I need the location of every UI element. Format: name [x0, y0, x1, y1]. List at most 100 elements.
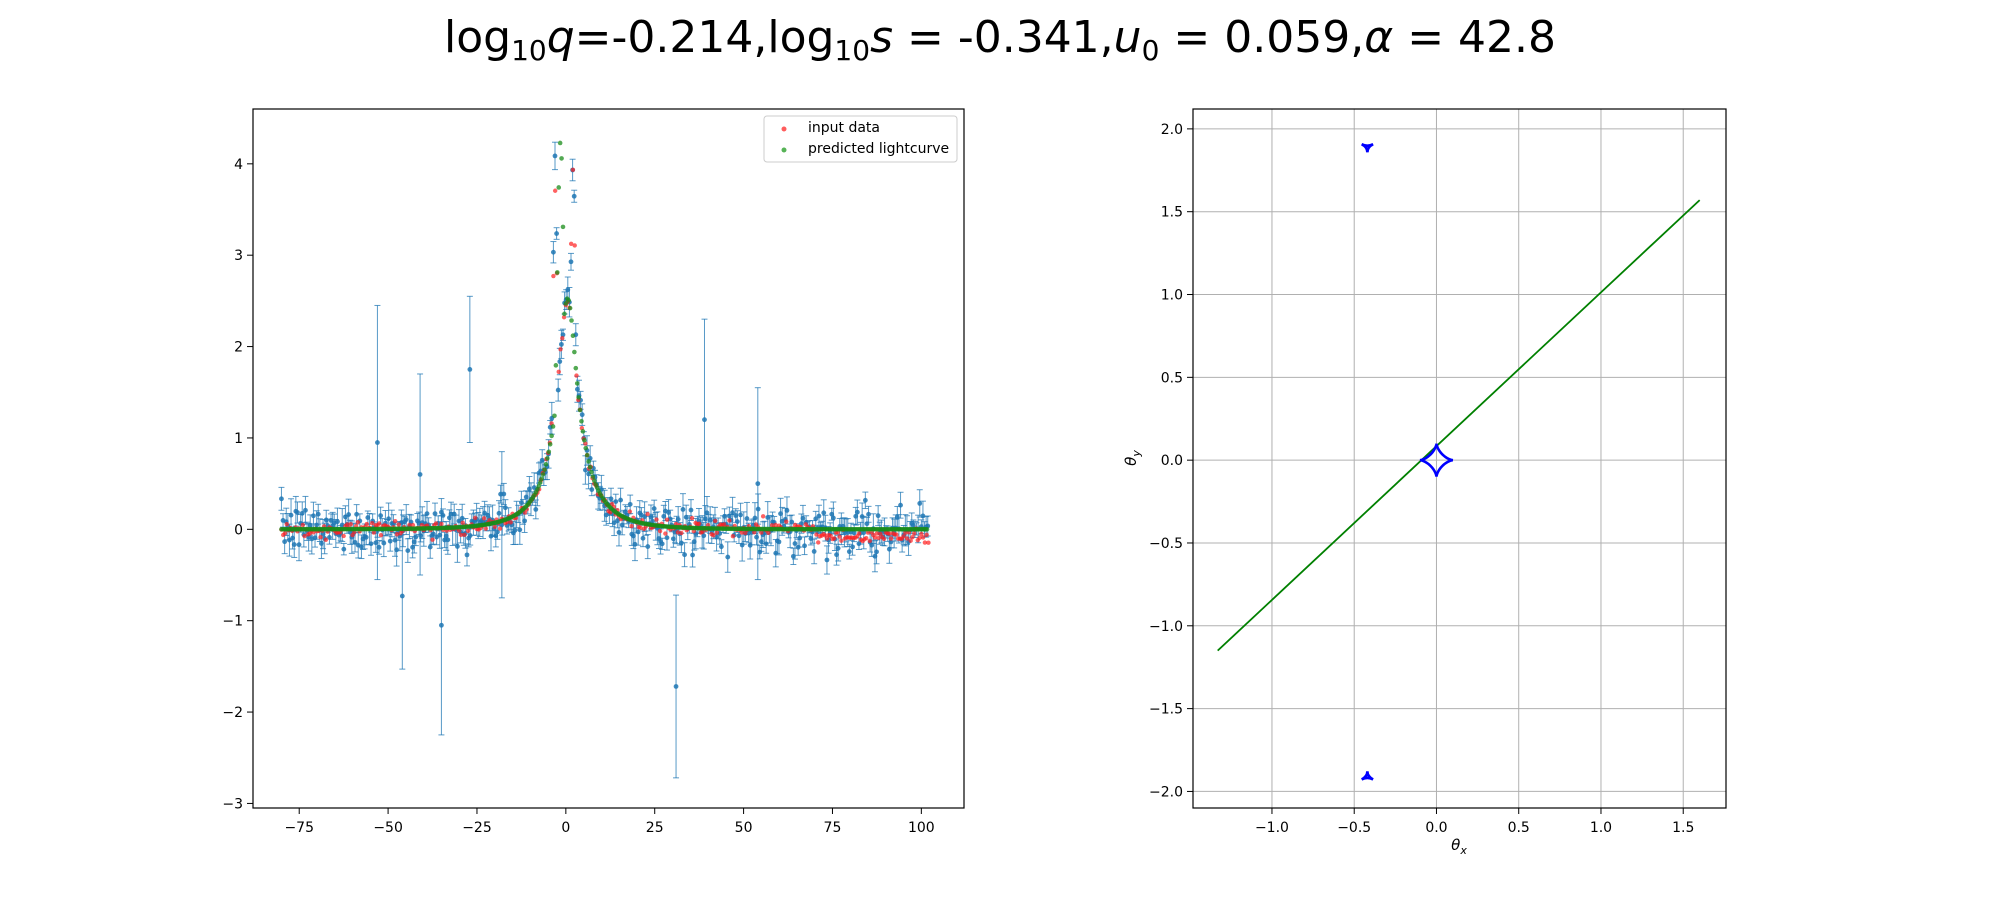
observed-point: [784, 508, 790, 513]
input-data-point: [460, 520, 465, 525]
input-data-point: [627, 509, 633, 514]
observed-point: [659, 541, 665, 547]
observed-point: [418, 533, 424, 539]
input-data-point: [867, 538, 872, 544]
lightcurve-y-ticks: −3 −2 −1 0 1 2 3 4: [222, 157, 253, 812]
observed-point: [821, 510, 827, 516]
lightcurve-data-layer: [278, 140, 931, 779]
observed-point: [648, 514, 654, 520]
predicted-point: [570, 333, 576, 339]
predicted-point: [572, 349, 577, 355]
y-tick-label: 1: [234, 431, 243, 447]
input-data-point: [364, 521, 369, 527]
predicted-point: [537, 480, 543, 485]
predicted-point: [586, 459, 591, 464]
observed-point: [744, 516, 750, 521]
input-data-point: [711, 533, 716, 538]
input-data-point: [894, 532, 899, 537]
x-label-theta: θ: [1451, 836, 1460, 854]
input-data-point: [369, 521, 375, 526]
observed-point: [752, 515, 758, 521]
predicted-point: [549, 433, 554, 439]
observed-point: [427, 544, 433, 550]
observed-point: [734, 519, 740, 524]
input-data-point: [878, 531, 883, 537]
predicted-point: [545, 456, 550, 461]
title-u-var: u: [1114, 12, 1142, 63]
observed-point: [834, 552, 839, 558]
caustic-y-ticks: −2.0 −1.5 −1.0 −0.5 0.0 0.5 1.0 1.5 2.0: [1149, 122, 1193, 800]
input-data-point: [433, 521, 439, 526]
title-s-var: s: [870, 12, 893, 63]
input-data-point: [560, 336, 565, 341]
observed-point: [670, 536, 676, 542]
input-data-point: [393, 518, 398, 524]
input-data-point: [919, 531, 924, 537]
observed-point: [279, 496, 284, 502]
caustic-x-axis-label: θx: [1451, 836, 1467, 857]
observed-point: [368, 541, 374, 547]
observed-point: [790, 553, 796, 559]
observed-point: [437, 532, 443, 538]
observed-point: [410, 544, 416, 550]
input-data-point: [730, 534, 736, 539]
observed-point: [295, 510, 300, 515]
observed-point: [517, 527, 523, 533]
x-tick-label: 0.5: [1508, 820, 1530, 836]
observed-point: [736, 533, 742, 539]
predicted-point: [550, 424, 556, 429]
observed-point: [455, 544, 460, 549]
observed-point: [378, 513, 384, 519]
observed-point: [726, 513, 732, 519]
observed-point: [651, 506, 657, 511]
observed-point: [403, 517, 409, 522]
input-data-point: [377, 521, 382, 526]
input-data-point: [323, 537, 329, 542]
observed-point: [757, 549, 763, 555]
observed-point: [862, 497, 868, 503]
input-data-point: [864, 535, 869, 541]
observed-point: [722, 513, 727, 519]
legend-label-predicted: predicted lightcurve: [808, 141, 949, 157]
observed-point: [376, 544, 382, 550]
input-data-point: [407, 522, 412, 528]
predicted-point: [569, 318, 574, 323]
input-data-point: [522, 510, 528, 515]
lightcurve-axes-frame: [252, 108, 965, 809]
observed-point: [574, 386, 580, 392]
observed-point: [701, 533, 707, 539]
x-tick-label: 0.0: [1425, 820, 1447, 836]
y-tick-label: 0: [234, 522, 243, 538]
predicted-point: [567, 305, 573, 311]
input-data-point: [458, 532, 464, 538]
observed-points: [279, 153, 931, 689]
observed-point: [459, 515, 465, 521]
observed-point: [763, 541, 769, 547]
observed-point: [645, 544, 651, 549]
predicted-point: [584, 452, 590, 458]
predicted-point: [579, 418, 584, 424]
input-data-point: [462, 532, 467, 538]
observed-point: [853, 513, 859, 519]
predicted-point: [574, 381, 580, 386]
input-data-point: [739, 530, 745, 535]
title-q-value: =-0.214,: [575, 12, 768, 63]
input-data-point: [552, 188, 558, 193]
input-data-point: [439, 521, 444, 527]
input-data-point: [300, 522, 305, 528]
observed-point: [327, 535, 332, 540]
predicted-lightcurve-series: [279, 140, 930, 532]
observed-point: [417, 472, 423, 477]
legend-box: [763, 115, 958, 163]
observed-point: [319, 541, 324, 546]
observed-point: [691, 539, 697, 545]
input-data-point: [912, 531, 917, 536]
input-data-point: [465, 528, 471, 534]
y-tick-label: −2: [222, 705, 243, 721]
observed-point: [523, 494, 529, 500]
observed-point: [496, 510, 502, 516]
title-log-q-sub: 10: [511, 34, 547, 67]
observed-point: [856, 541, 862, 547]
source-trajectory-line: [1217, 199, 1701, 652]
